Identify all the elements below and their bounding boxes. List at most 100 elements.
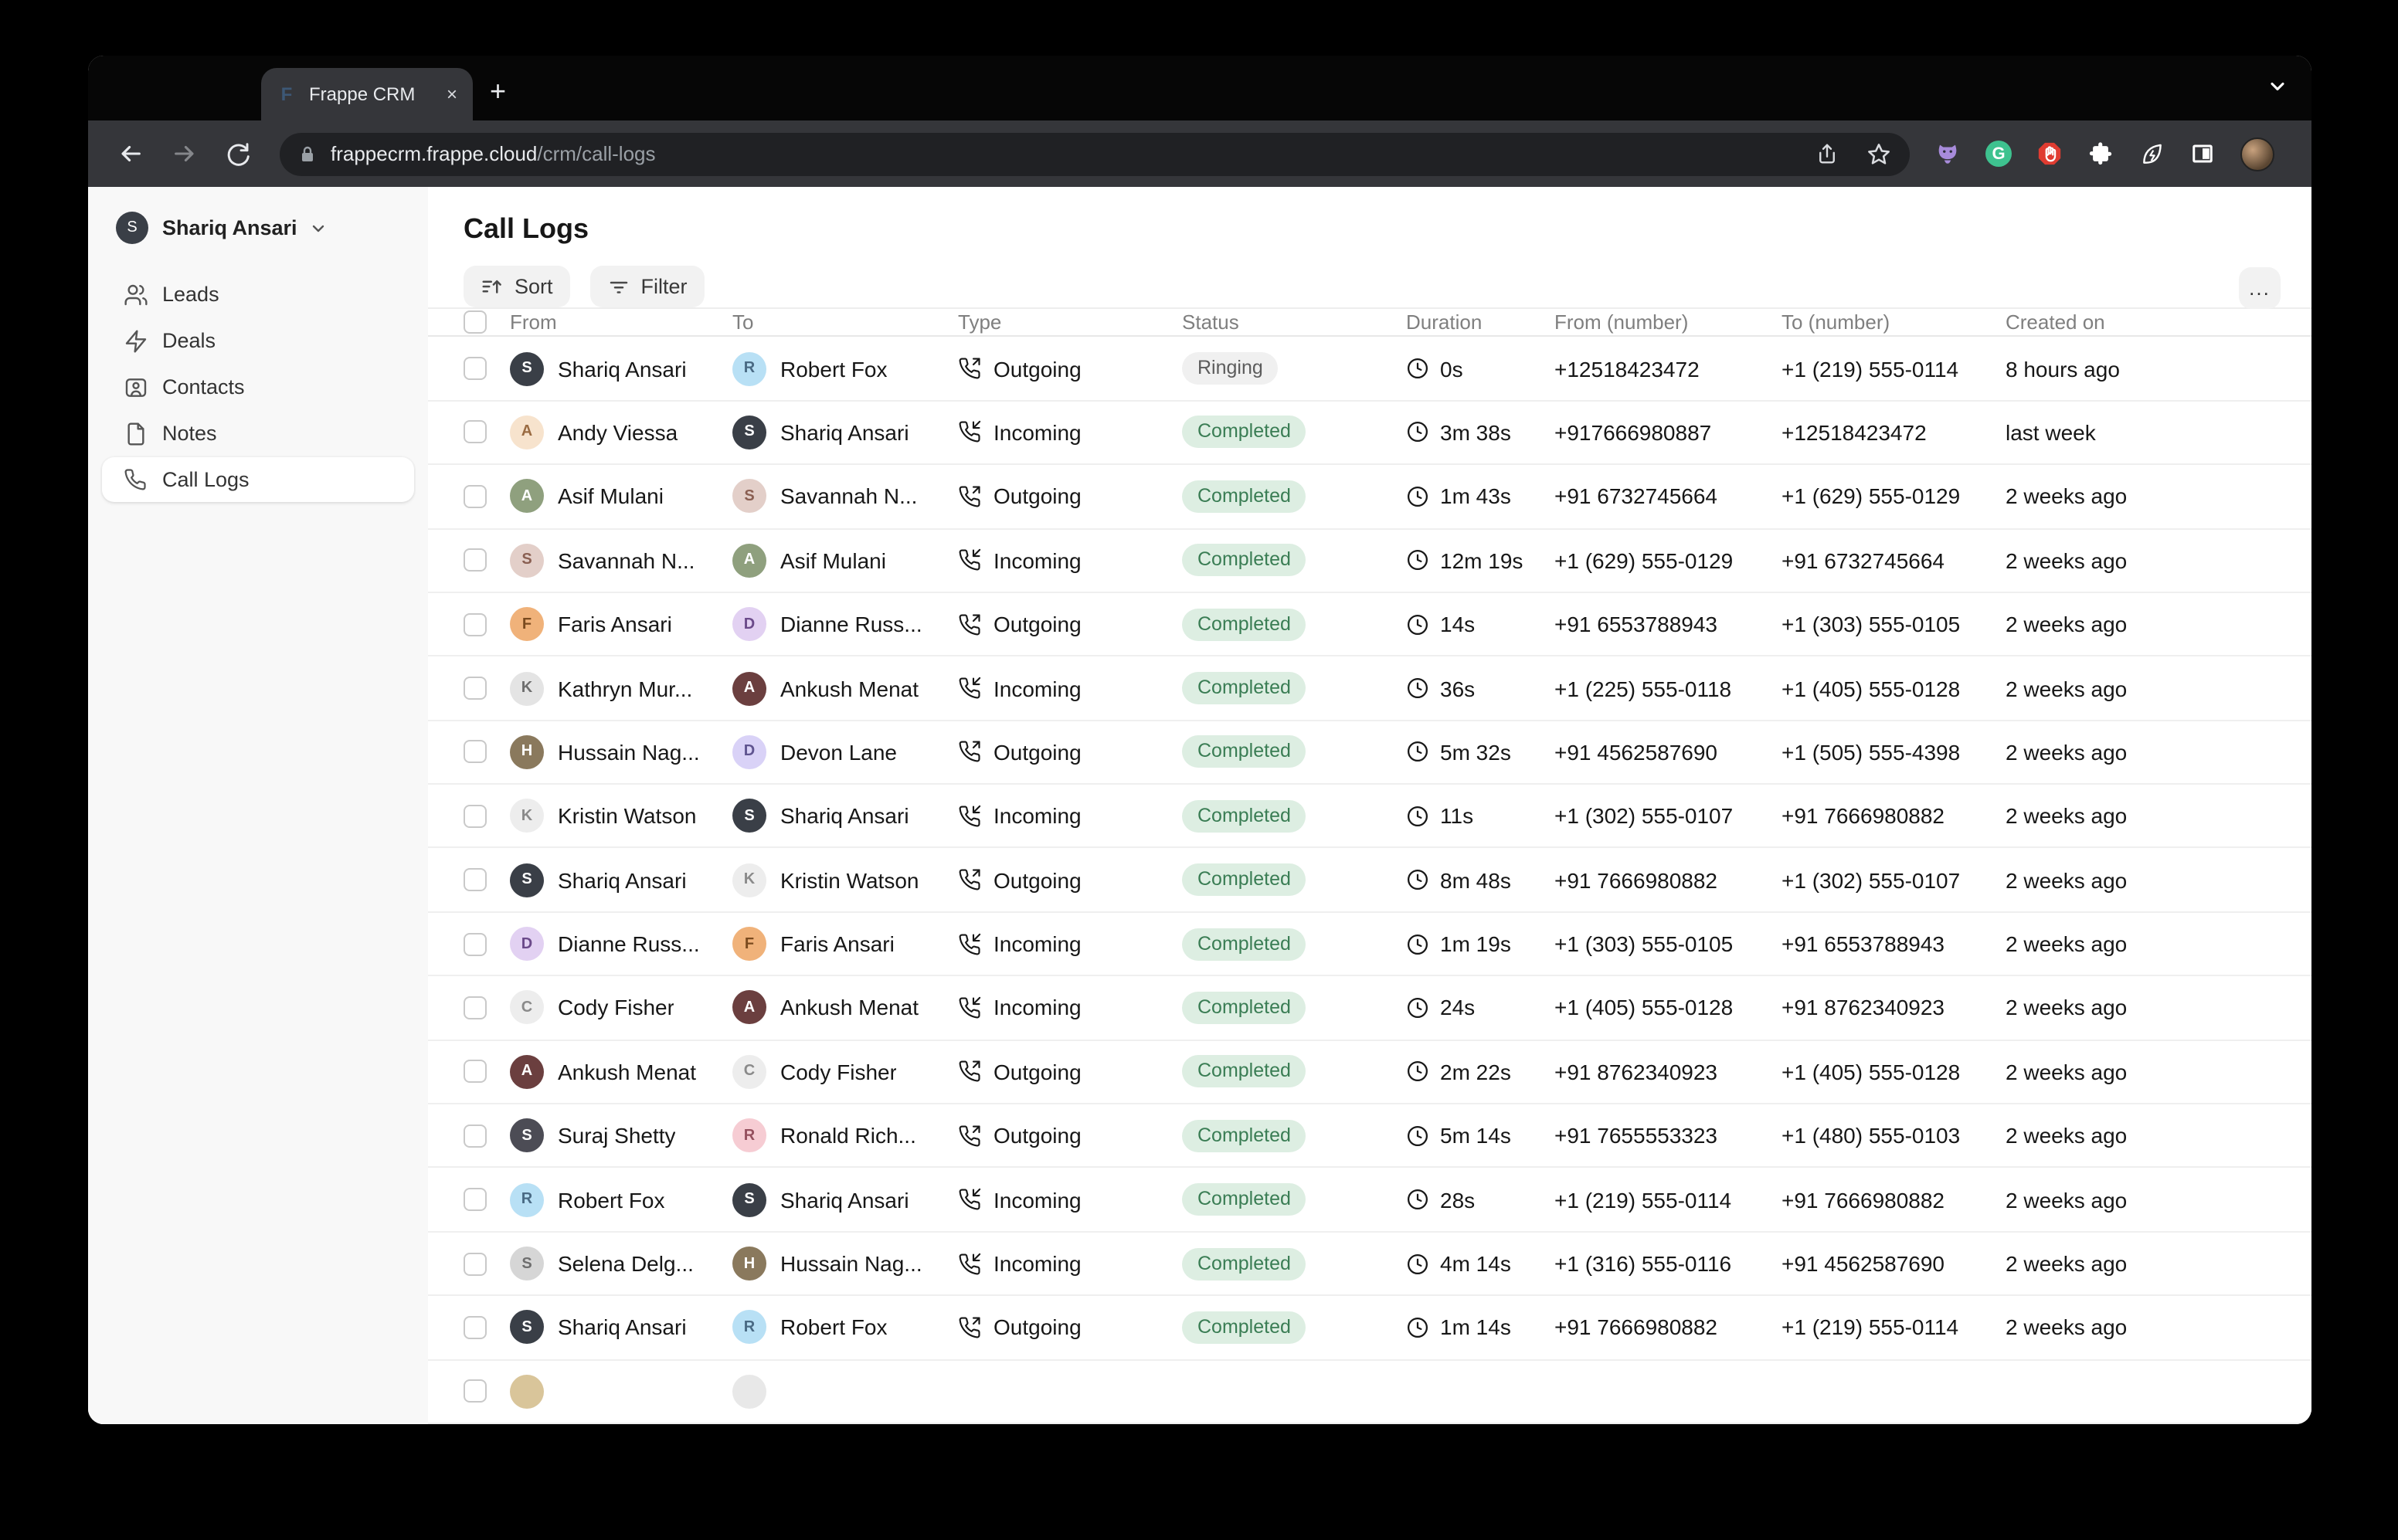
to-cell[interactable]: H Hussain Nag... — [732, 1247, 958, 1281]
from-cell[interactable]: S Shariq Ansari — [510, 1310, 732, 1345]
to-cell[interactable]: A Asif Mulani — [732, 543, 958, 578]
sidebar-item-leads[interactable]: Leads — [102, 272, 414, 317]
table-row[interactable]: K Kristin Watson S Shariq Ansari Incomin… — [428, 785, 2311, 849]
row-checkbox[interactable] — [464, 1379, 487, 1403]
row-checkbox[interactable] — [464, 1060, 487, 1084]
close-tab-icon[interactable]: × — [446, 83, 457, 105]
from-cell[interactable]: S Shariq Ansari — [510, 863, 732, 897]
column-header-created-on[interactable]: Created on — [2006, 310, 2105, 334]
browser-profile-avatar[interactable] — [2240, 137, 2274, 171]
to-cell[interactable]: S Shariq Ansari — [732, 1182, 958, 1217]
github-cat-icon[interactable] — [1934, 141, 1961, 167]
row-checkbox[interactable] — [464, 677, 487, 700]
table-row[interactable]: C Cody Fisher A Ankush Menat Incoming Co… — [428, 977, 2311, 1041]
from-cell[interactable]: S Selena Delg... — [510, 1247, 732, 1281]
table-row[interactable]: S Suraj Shetty R Ronald Rich... Outgoing… — [428, 1104, 2311, 1169]
from-cell[interactable]: S Suraj Shetty — [510, 1118, 732, 1153]
sidebar-item-deals[interactable]: Deals — [102, 318, 414, 363]
table-row[interactable] — [428, 1360, 2311, 1424]
row-checkbox[interactable] — [464, 612, 487, 636]
more-options-button[interactable]: ... — [2239, 267, 2281, 309]
to-cell[interactable]: A Ankush Menat — [732, 990, 958, 1025]
share-icon[interactable] — [1815, 142, 1839, 165]
from-cell[interactable]: A Asif Mulani — [510, 479, 732, 514]
from-cell[interactable]: C Cody Fisher — [510, 990, 732, 1025]
row-checkbox[interactable] — [464, 548, 487, 572]
filter-button[interactable]: Filter — [589, 266, 705, 307]
column-header-to-number[interactable]: To (number) — [1782, 310, 1890, 334]
from-cell[interactable]: S Savannah N... — [510, 543, 732, 578]
table-row[interactable]: S Shariq Ansari K Kristin Watson Outgoin… — [428, 849, 2311, 913]
table-row[interactable]: S Selena Delg... H Hussain Nag... Incomi… — [428, 1233, 2311, 1297]
to-cell[interactable]: R Robert Fox — [732, 351, 958, 386]
column-header-to[interactable]: To — [732, 310, 754, 334]
row-checkbox[interactable] — [464, 996, 487, 1019]
back-button[interactable] — [117, 141, 144, 167]
to-cell[interactable]: A Ankush Menat — [732, 671, 958, 705]
column-header-type[interactable]: Type — [958, 310, 1002, 334]
from-cell[interactable]: H Hussain Nag... — [510, 734, 732, 769]
table-row[interactable]: F Faris Ansari D Dianne Russ... Outgoing… — [428, 593, 2311, 657]
table-row[interactable]: A Ankush Menat C Cody Fisher Outgoing Co… — [428, 1040, 2311, 1105]
user-menu[interactable]: S Shariq Ansari — [116, 212, 403, 244]
from-cell[interactable]: R Robert Fox — [510, 1182, 732, 1217]
bookmark-star-icon[interactable] — [1866, 141, 1891, 166]
from-cell[interactable]: A Andy Viessa — [510, 415, 732, 449]
row-checkbox[interactable] — [464, 1252, 487, 1276]
to-cell[interactable]: C Cody Fisher — [732, 1054, 958, 1089]
from-cell[interactable] — [510, 1374, 732, 1409]
row-checkbox[interactable] — [464, 932, 487, 956]
sidebar-panel-icon[interactable] — [2189, 141, 2216, 167]
table-row[interactable]: K Kathryn Mur... A Ankush Menat Incoming… — [428, 657, 2311, 721]
from-cell[interactable]: S Shariq Ansari — [510, 351, 732, 386]
column-header-status[interactable]: Status — [1182, 310, 1239, 334]
new-tab-button[interactable]: + — [490, 76, 507, 107]
lock-icon[interactable] — [298, 144, 317, 163]
to-cell[interactable]: R Robert Fox — [732, 1310, 958, 1345]
column-header-from[interactable]: From — [510, 310, 557, 334]
to-cell[interactable] — [732, 1374, 958, 1409]
table-row[interactable]: S Savannah N... A Asif Mulani Incoming C… — [428, 529, 2311, 593]
row-checkbox[interactable] — [464, 868, 487, 892]
row-checkbox[interactable] — [464, 1188, 487, 1212]
column-header-duration[interactable]: Duration — [1406, 310, 1483, 334]
to-cell[interactable]: S Savannah N... — [732, 479, 958, 514]
from-cell[interactable]: K Kathryn Mur... — [510, 671, 732, 705]
row-checkbox[interactable] — [464, 420, 487, 444]
row-checkbox[interactable] — [464, 484, 487, 508]
to-cell[interactable]: S Shariq Ansari — [732, 799, 958, 833]
to-cell[interactable]: K Kristin Watson — [732, 863, 958, 897]
url-bar[interactable]: frappecrm.frappe.cloud/crm/call-logs — [280, 132, 1910, 175]
tab-search-chevron-icon[interactable] — [2267, 76, 2288, 97]
table-row[interactable]: D Dianne Russ... F Faris Ansari Incoming… — [428, 913, 2311, 977]
to-cell[interactable]: S Shariq Ansari — [732, 415, 958, 449]
row-checkbox[interactable] — [464, 804, 487, 828]
to-cell[interactable]: R Ronald Rich... — [732, 1118, 958, 1153]
table-row[interactable]: S Shariq Ansari R Robert Fox Outgoing Co… — [428, 1296, 2311, 1361]
puzzle-icon[interactable] — [2087, 141, 2114, 167]
row-checkbox[interactable] — [464, 357, 487, 381]
table-row[interactable]: R Robert Fox S Shariq Ansari Incoming Co… — [428, 1169, 2311, 1233]
forward-button[interactable] — [172, 141, 198, 167]
browser-tab[interactable]: F Frappe CRM × — [261, 68, 473, 120]
sort-button[interactable]: Sort — [464, 266, 570, 307]
from-cell[interactable]: K Kristin Watson — [510, 799, 732, 833]
grammarly-icon[interactable]: G — [1985, 141, 2012, 167]
table-row[interactable]: A Asif Mulani S Savannah N... Outgoing C… — [428, 465, 2311, 530]
select-all-checkbox[interactable] — [464, 310, 487, 334]
table-row[interactable]: S Shariq Ansari R Robert Fox Outgoing Ri… — [428, 338, 2311, 402]
leaf-energy-icon[interactable] — [2138, 141, 2165, 167]
row-checkbox[interactable] — [464, 1315, 487, 1339]
sidebar-item-notes[interactable]: Notes — [102, 411, 414, 456]
from-cell[interactable]: D Dianne Russ... — [510, 927, 732, 962]
to-cell[interactable]: F Faris Ansari — [732, 927, 958, 962]
column-header-from-number[interactable]: From (number) — [1554, 310, 1689, 334]
to-cell[interactable]: D Devon Lane — [732, 734, 958, 769]
reload-button[interactable] — [226, 141, 250, 166]
row-checkbox[interactable] — [464, 740, 487, 764]
table-row[interactable]: H Hussain Nag... D Devon Lane Outgoing C… — [428, 721, 2311, 785]
adblock-icon[interactable] — [2036, 141, 2063, 167]
from-cell[interactable]: A Ankush Menat — [510, 1054, 732, 1089]
sidebar-item-contacts[interactable]: Contacts — [102, 365, 414, 409]
to-cell[interactable]: D Dianne Russ... — [732, 607, 958, 642]
